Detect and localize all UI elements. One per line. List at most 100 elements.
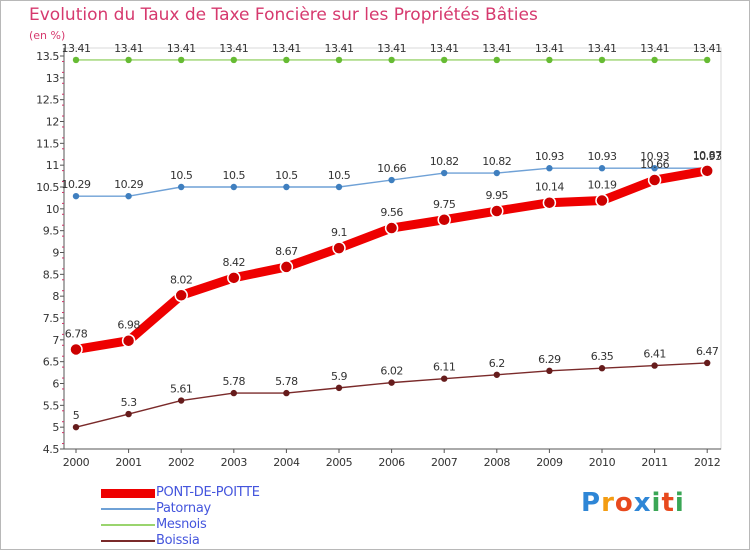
data-point xyxy=(441,169,448,177)
data-label: 13.41 xyxy=(272,42,301,55)
y-tick-label: 4.5 xyxy=(43,443,60,456)
data-label: 13.41 xyxy=(62,42,91,55)
legend-item: Mesnois xyxy=(101,517,341,533)
x-tick-label: 2000 xyxy=(63,456,90,469)
series-pont-de-poitte: 6.78 6.98 8.02 8.42 8.67 9.1 9.56 9.75 9.95 10.14… xyxy=(65,149,723,357)
data-label: 6.02 xyxy=(380,365,403,378)
data-label: 6.41 xyxy=(643,348,666,361)
y-tick-label: 6 xyxy=(52,378,59,391)
data-point xyxy=(647,173,662,187)
x-tick-label: 2003 xyxy=(221,456,248,469)
data-label: 10.5 xyxy=(275,169,298,182)
x-tick-label: 2009 xyxy=(536,456,563,469)
data-point xyxy=(230,183,237,191)
data-label: 6.2 xyxy=(489,357,505,370)
legend-label: Mesnois xyxy=(156,517,207,532)
data-label: 9.95 xyxy=(486,189,509,202)
data-label: 6.29 xyxy=(538,353,561,366)
y-tick-label: 11.5 xyxy=(36,137,59,150)
x-tick-label: 2008 xyxy=(484,456,511,469)
legend-swatch xyxy=(101,488,155,498)
series-mesnois: 13.41 13.41 13.41 13.41 13.41 13.41 13.41 13.41… xyxy=(62,42,722,64)
y-axis-unit-label: (en %) xyxy=(29,29,66,42)
data-point xyxy=(174,288,188,303)
y-tick-label: 7 xyxy=(52,334,59,347)
data-point xyxy=(388,176,395,184)
y-tick-label: 11 xyxy=(46,159,59,172)
y-tick-label: 8 xyxy=(52,290,59,303)
chart-title: Evolution du Taux de Taxe Foncière sur l… xyxy=(29,5,538,25)
data-point xyxy=(121,333,136,348)
data-label: 10.87 xyxy=(693,149,722,162)
y-tick-label: 12.5 xyxy=(36,94,59,107)
data-label: 10.66 xyxy=(377,162,406,175)
data-label: 9.75 xyxy=(433,198,456,211)
data-point xyxy=(283,389,290,397)
data-point xyxy=(546,165,553,172)
data-label: 8.67 xyxy=(275,245,298,258)
data-point xyxy=(388,56,395,64)
y-tick-label: 9 xyxy=(52,247,59,260)
legend-swatch xyxy=(101,524,155,526)
data-point xyxy=(546,367,553,375)
series-patornay: 10.29 10.29 10.5 10.5 10.5 10.5 10.66 10.82 10.8… xyxy=(62,150,723,200)
y-tick-label: 13.5 xyxy=(36,50,59,63)
data-point xyxy=(335,384,343,392)
y-tick-label: 9.5 xyxy=(43,225,60,238)
y-tick-label: 5 xyxy=(52,421,59,434)
data-label: 10.93 xyxy=(588,150,617,163)
data-label: 13.41 xyxy=(167,42,196,55)
legend-label: Patornay xyxy=(156,501,211,516)
y-tick-label: 13 xyxy=(46,72,60,85)
chart-legend: PONT-DE-POITTE Patornay Mesnois Boissia xyxy=(101,485,341,549)
data-point xyxy=(700,164,714,178)
data-point xyxy=(72,192,80,200)
data-point xyxy=(437,213,451,227)
data-point xyxy=(384,221,399,235)
data-label: 13.41 xyxy=(219,42,248,55)
y-tick-label: 12 xyxy=(46,116,59,129)
data-point xyxy=(283,183,290,191)
data-label: 13.41 xyxy=(325,42,354,55)
logo-letter: P xyxy=(581,488,602,518)
y-tick-label: 10 xyxy=(46,203,60,216)
data-label: 6.11 xyxy=(433,361,456,374)
legend-item: Patornay xyxy=(101,501,341,517)
data-point xyxy=(704,56,711,64)
data-label: 5.78 xyxy=(275,375,298,388)
legend-item: Boissia xyxy=(101,533,341,549)
legend-swatch xyxy=(101,508,155,510)
data-point xyxy=(125,56,132,64)
data-label: 5.61 xyxy=(170,383,193,396)
data-point xyxy=(595,193,609,208)
data-label: 10.5 xyxy=(328,169,351,182)
x-tick-label: 2004 xyxy=(273,456,300,469)
data-point xyxy=(490,204,504,218)
proxiti-logo: Proxiti xyxy=(581,488,685,518)
data-point xyxy=(598,56,606,64)
series-line xyxy=(71,166,712,354)
data-point xyxy=(651,165,658,172)
series-boissia: 5 5.3 5.61 5.78 5.78 5.9 6.02 6.11 6.2 6.29 6.35 6.… xyxy=(73,345,719,431)
data-label: 10.29 xyxy=(62,178,91,191)
data-label: 10.93 xyxy=(693,150,722,163)
logo-letter: t xyxy=(661,488,675,518)
data-label: 6.35 xyxy=(591,350,614,363)
data-label: 10.19 xyxy=(588,179,617,192)
data-point xyxy=(441,56,448,64)
data-point xyxy=(279,260,294,274)
data-label: 10.29 xyxy=(114,178,143,191)
data-label: 13.41 xyxy=(482,42,511,55)
data-point xyxy=(178,397,185,404)
data-point xyxy=(230,56,237,64)
x-tick-label: 2006 xyxy=(378,456,405,469)
data-label: 10.82 xyxy=(482,155,511,168)
data-point xyxy=(704,359,711,367)
data-label: 6.47 xyxy=(696,345,719,358)
legend-swatch xyxy=(101,540,155,542)
data-label: 13.41 xyxy=(114,42,143,55)
x-tick-label: 2012 xyxy=(694,456,720,469)
data-label: 10.93 xyxy=(535,150,564,163)
